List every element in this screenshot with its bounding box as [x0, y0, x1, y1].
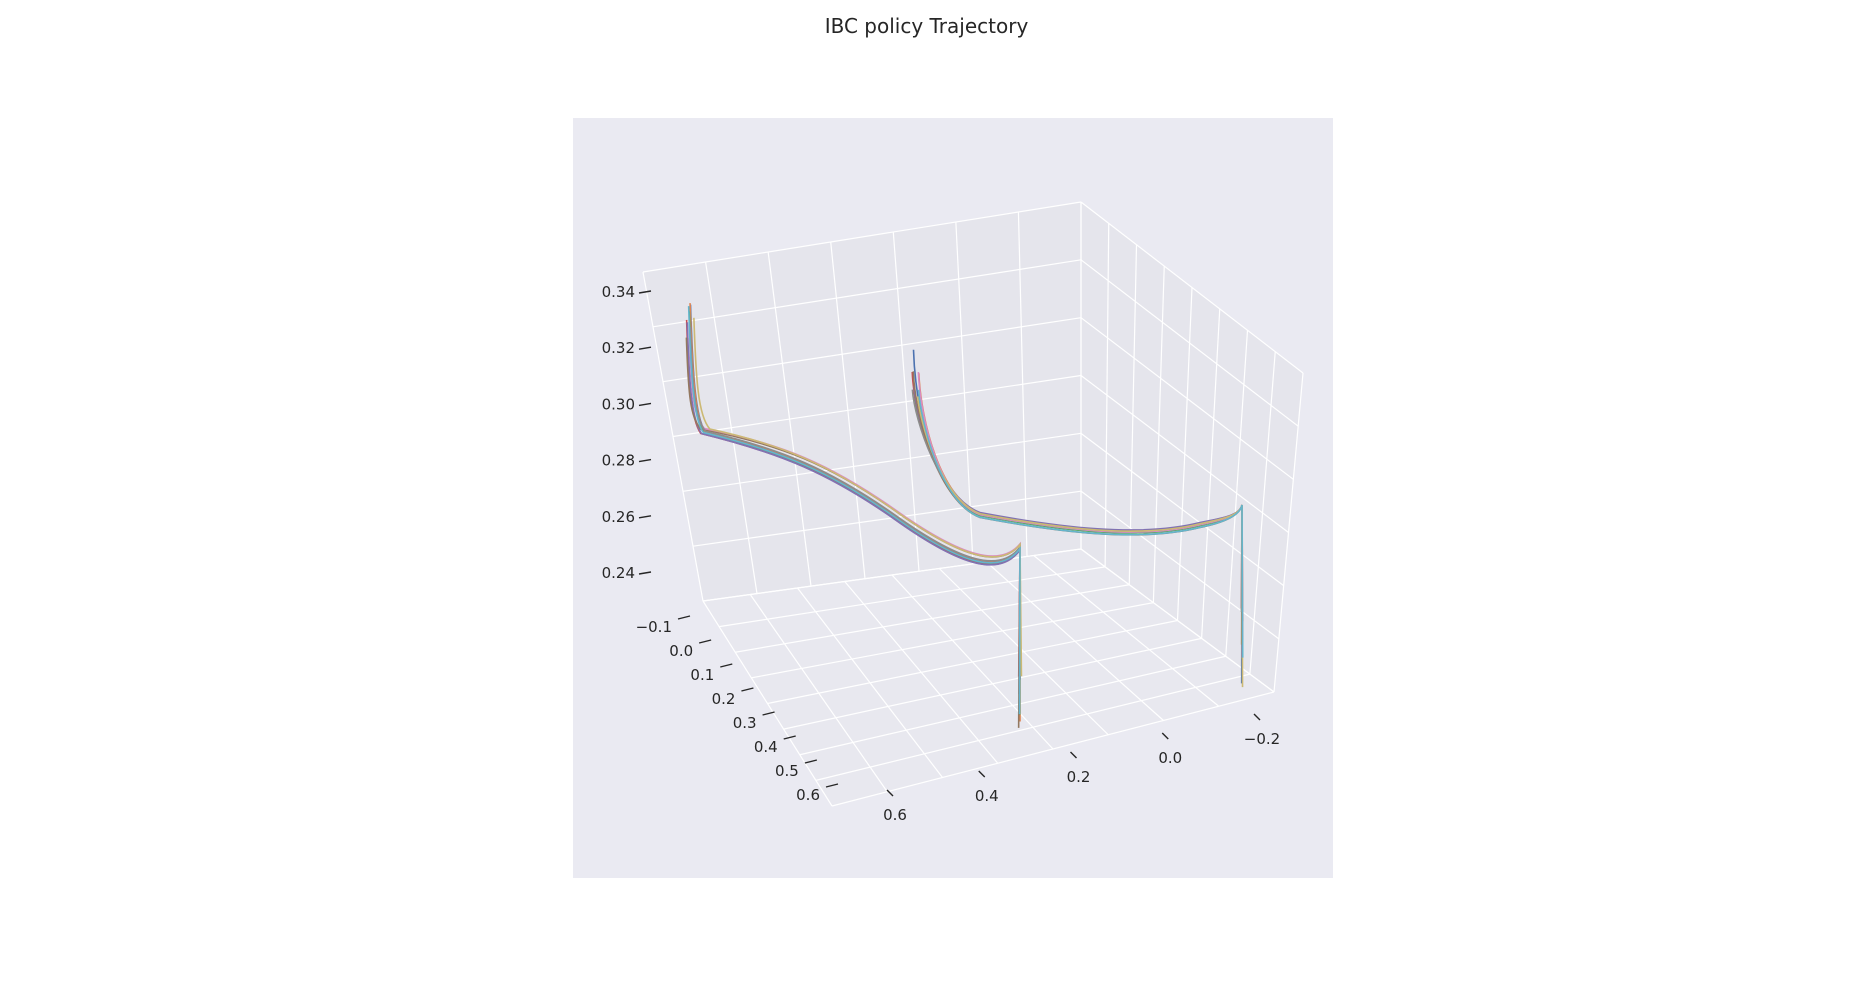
x-tick-mark — [698, 639, 712, 644]
y-tick-mark — [886, 789, 894, 797]
x-tick-label: 0.2 — [712, 690, 736, 708]
x-tick-label: 0.0 — [669, 642, 693, 660]
x-tick-mark — [804, 759, 818, 764]
back-pane-right — [1081, 202, 1303, 692]
z-tick-label: 0.34 — [602, 283, 635, 301]
x-tick-mark — [741, 687, 754, 692]
x-tick-mark — [762, 711, 775, 716]
x-tick-mark — [677, 615, 691, 620]
axis-ticks: 0.24 0.26 0.28 0.30 0.32 0.34 −0.1 0.0 0.1 0.2 0.3… — [602, 283, 1281, 824]
x-tick-label: 0.5 — [775, 762, 799, 780]
x-tick-mark — [720, 663, 733, 668]
z-tick-label: 0.32 — [602, 339, 635, 357]
z-tick-label: 0.24 — [602, 564, 635, 582]
z-tick-mark — [638, 290, 652, 294]
y-tick-mark — [1253, 713, 1261, 721]
y-tick-mark — [1161, 732, 1169, 740]
z-tick-mark — [638, 402, 652, 407]
x-tick-mark — [825, 783, 839, 788]
trajectory-line — [687, 306, 1021, 715]
trajectory-line — [693, 317, 1023, 677]
x-tick-label: 0.4 — [754, 738, 778, 756]
z-tick-mark — [638, 571, 652, 575]
y-tick-mark — [978, 770, 986, 778]
z-tick-mark — [638, 515, 652, 519]
y-tick-label: −0.2 — [1244, 730, 1280, 748]
z-tick-label: 0.26 — [602, 508, 635, 526]
z-tick-mark — [638, 458, 652, 463]
back-pane-left — [643, 202, 1081, 601]
chart-title: IBC policy Trajectory — [824, 14, 1029, 38]
floor-pane — [703, 549, 1274, 806]
trajectory-series — [685, 303, 1244, 728]
z-tick-mark — [638, 346, 652, 350]
z-tick-label: 0.28 — [602, 452, 635, 470]
z-tick-label: 0.30 — [602, 395, 635, 413]
grid-lines — [642, 201, 1304, 807]
y-tick-label: 0.2 — [1067, 768, 1091, 786]
trajectory-line — [689, 326, 1021, 680]
x-tick-label: 0.3 — [733, 714, 757, 732]
x-tick-label: −0.1 — [636, 618, 672, 636]
trajectory-line — [686, 322, 1021, 695]
x-tick-label: 0.6 — [796, 786, 820, 804]
x-tick-label: 0.1 — [690, 666, 714, 684]
trajectory-line — [917, 389, 1244, 658]
y-tick-label: 0.6 — [883, 806, 907, 824]
y-tick-label: 0.4 — [975, 787, 999, 805]
x-tick-mark — [783, 735, 796, 740]
y-tick-label: 0.0 — [1158, 749, 1182, 767]
y-tick-mark — [1070, 751, 1077, 759]
